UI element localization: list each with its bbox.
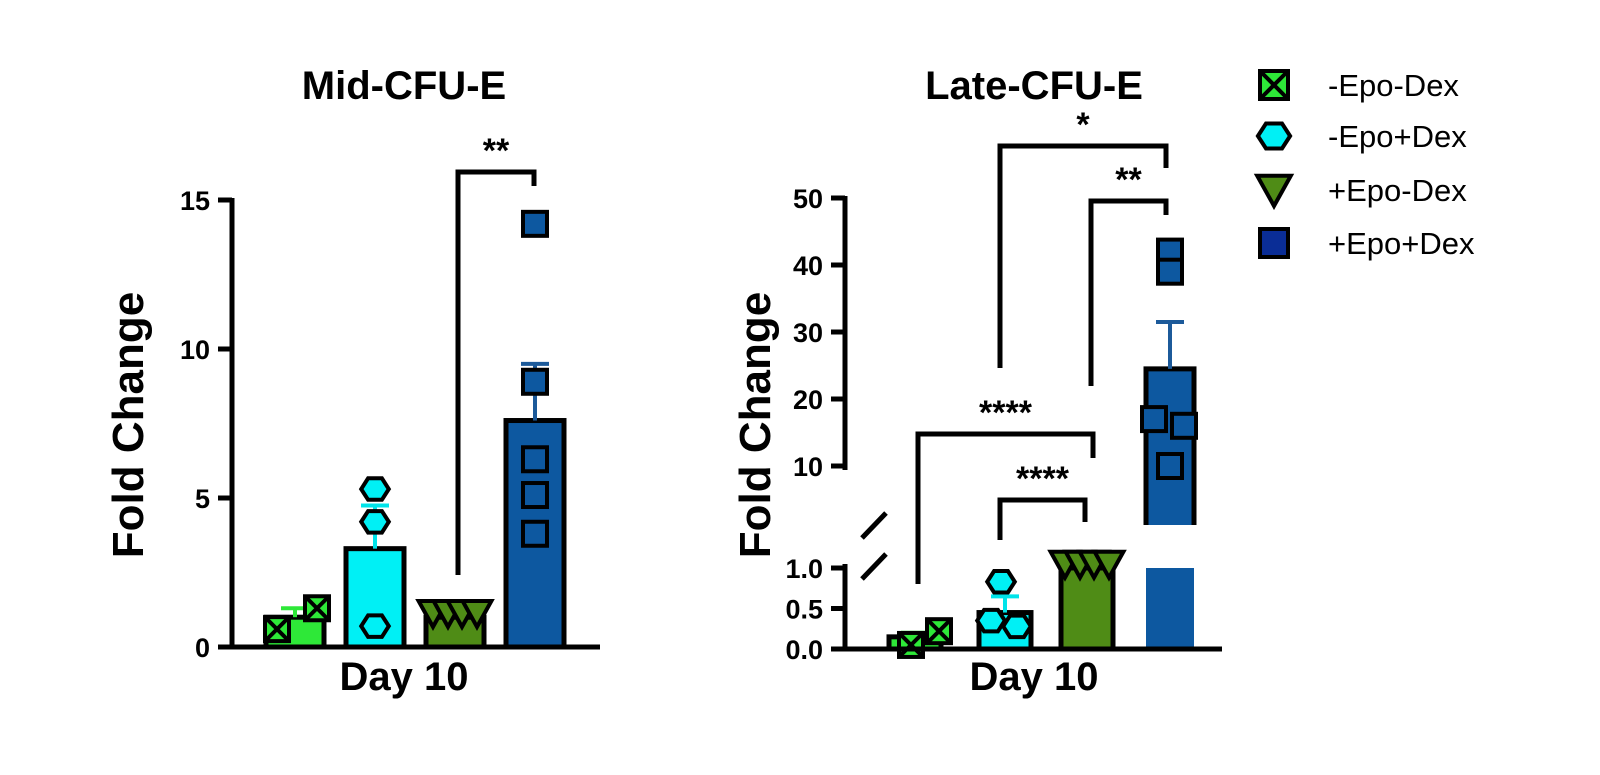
significance-label: ****: [979, 394, 1033, 432]
axis-break: [860, 552, 888, 581]
significance-label: **: [483, 132, 510, 170]
data-point: [521, 209, 549, 238]
significance-bracket: [455, 169, 537, 575]
legend-label: +Epo+Dex: [1328, 226, 1475, 261]
y-tick-label: 20: [793, 385, 823, 415]
data-point: [358, 476, 392, 502]
bar: [1058, 565, 1116, 652]
y-tick-label: 5: [195, 484, 210, 514]
y-tick-label: 10: [180, 335, 210, 365]
y-tick-label: 0.0: [785, 635, 823, 665]
significance-label: *: [1076, 106, 1090, 144]
y-tick-label: 15: [180, 186, 210, 216]
data-point: [459, 598, 495, 631]
bar: [1146, 568, 1194, 649]
y-tick-label: 0: [195, 633, 210, 663]
mid-cfu-e-plot: 0 5 10 15 **: [180, 132, 600, 663]
y-tick-label: 30: [793, 318, 823, 348]
square-x-icon-cross: [1258, 69, 1290, 101]
data-point: [521, 481, 549, 510]
data-point: [1091, 549, 1127, 582]
legend-label: -Epo-Dex: [1328, 68, 1459, 103]
y-axis-label-late: Fold Change: [731, 292, 780, 558]
y-axis-label-mid: Fold Change: [104, 292, 153, 558]
y-tick-label: 10: [793, 452, 823, 482]
y-tick-label: 1.0: [785, 554, 823, 584]
data-point: [1170, 411, 1198, 440]
x-axis-label-mid: Day 10: [340, 655, 469, 699]
data-point-cross: [925, 617, 953, 645]
data-point: [521, 445, 549, 474]
chart-title-late: Late-CFU-E: [925, 64, 1143, 108]
significance-label: **: [1115, 161, 1142, 199]
data-point: [1000, 613, 1034, 640]
legend: -Epo-Dex -Epo+Dex +Epo-Dex +Epo+Dex: [1253, 68, 1475, 261]
legend-label: -Epo+Dex: [1328, 119, 1467, 154]
y-tick-label: 40: [793, 251, 823, 281]
significance-bracket: [915, 431, 1096, 584]
axis-break: [860, 511, 888, 540]
data-point: [1140, 405, 1168, 434]
hexagon-icon: [1255, 121, 1293, 151]
y-tick-label: 0.5: [785, 595, 823, 625]
data-point: [358, 613, 392, 639]
data-point-cross: [263, 615, 291, 643]
data-point-cross: [897, 631, 925, 659]
significance-label: ****: [1016, 460, 1070, 498]
significance-bracket: [997, 497, 1088, 540]
data-point: [358, 509, 392, 535]
significance-bracket: [997, 143, 1169, 368]
data-point: [1156, 257, 1184, 286]
data-point: [1156, 452, 1184, 480]
y-tick-label: 50: [793, 184, 823, 214]
chart-title-mid: Mid-CFU-E: [302, 64, 506, 108]
data-point: [521, 519, 549, 548]
square-icon: [1258, 227, 1290, 259]
data-point-cross: [303, 594, 331, 622]
x-axis-label-late: Day 10: [970, 655, 1099, 699]
legend-label: +Epo-Dex: [1328, 173, 1467, 208]
data-point: [521, 367, 549, 396]
triangle-down-icon: [1253, 173, 1295, 211]
data-point: [974, 607, 1008, 634]
data-point: [984, 569, 1018, 595]
significance-bracket: [1088, 198, 1169, 386]
bar: [1146, 368, 1194, 525]
